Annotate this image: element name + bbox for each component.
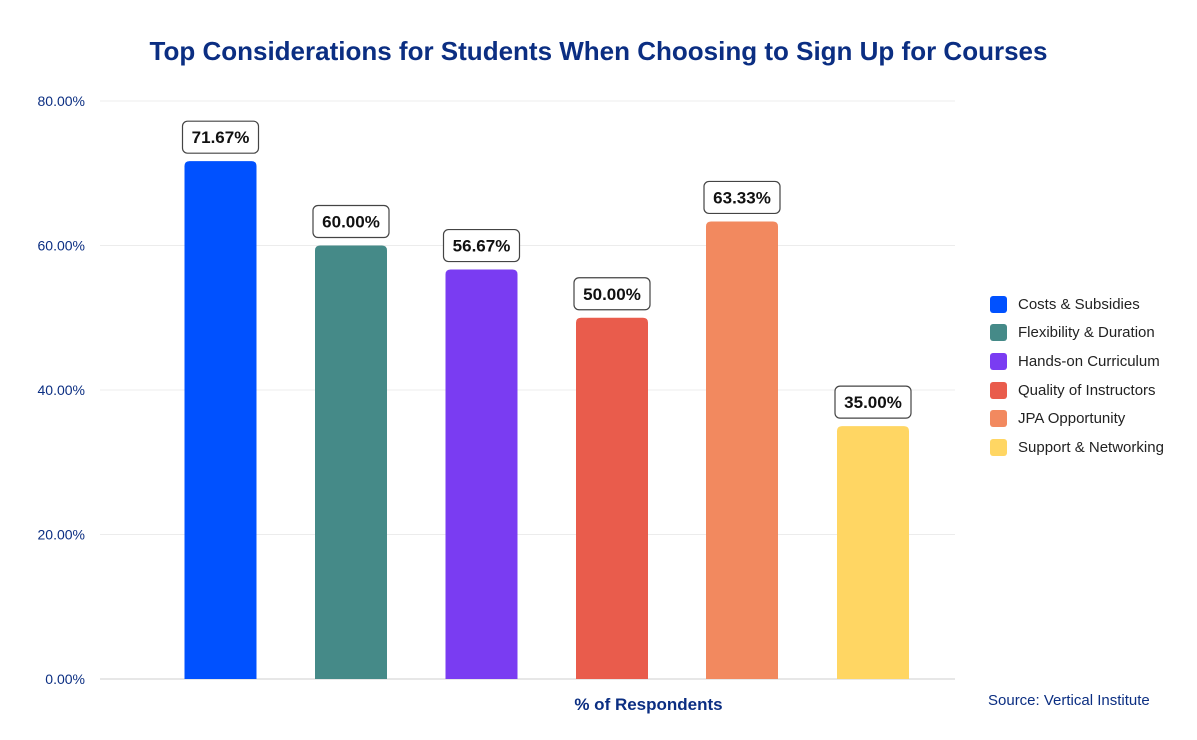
legend-swatch [990, 324, 1007, 342]
data-label: 35.00% [844, 393, 902, 412]
legend-item: Costs & Subsidies [990, 290, 1164, 319]
legend-swatch [990, 381, 1007, 399]
bar [837, 426, 909, 679]
data-label-box [442, 228, 521, 263]
data-label: 71.67% [192, 128, 250, 147]
legend-item: Quality of Instructors [990, 376, 1164, 405]
y-tick-label: 60.00% [38, 238, 85, 254]
data-label: 50.00% [583, 285, 641, 304]
legend: Costs & Subsidies Flexibility & Duration H… [990, 290, 1164, 462]
legend-label: Costs & Subsidies [1018, 295, 1140, 313]
data-label-box [181, 120, 260, 154]
chart-title: Top Considerations for Students When Cho… [149, 36, 1048, 66]
data-label: 63.33% [713, 188, 771, 207]
x-axis-label: % of Respondents [574, 695, 723, 714]
legend-swatch [990, 438, 1007, 456]
legend-swatch [990, 295, 1007, 313]
bar [445, 269, 518, 679]
data-label-box [703, 180, 781, 215]
y-tick-label: 40.00% [38, 382, 85, 398]
bar [315, 245, 387, 679]
data-label-box [312, 204, 390, 239]
data-label-box [834, 385, 912, 419]
bar [706, 221, 778, 680]
bar [184, 161, 257, 679]
bar [576, 317, 648, 679]
y-tick-label: 0.00% [45, 671, 85, 687]
data-label: 60.00% [322, 213, 380, 232]
data-label: 56.67% [453, 237, 511, 256]
y-tick-label: 20.00% [38, 527, 85, 543]
legend-label: Quality of Instructors [1018, 381, 1156, 399]
legend-item: Support & Networking [990, 433, 1164, 462]
legend-item: Hands-on Curriculum [990, 347, 1164, 376]
legend-swatch [990, 352, 1007, 370]
legend-label: Hands-on Curriculum [1018, 352, 1160, 370]
source-note: Source: Vertical Institute [988, 692, 1150, 709]
legend-label: Flexibility & Duration [1018, 324, 1155, 342]
data-label-box [573, 277, 651, 311]
y-tick-label: 80.00% [38, 93, 85, 109]
legend-label: JPA Opportunity [1018, 410, 1126, 428]
legend-item: JPA Opportunity [990, 404, 1164, 433]
legend-label: Support & Networking [1018, 438, 1164, 456]
legend-swatch [990, 410, 1007, 428]
legend-item: Flexibility & Duration [990, 319, 1164, 348]
